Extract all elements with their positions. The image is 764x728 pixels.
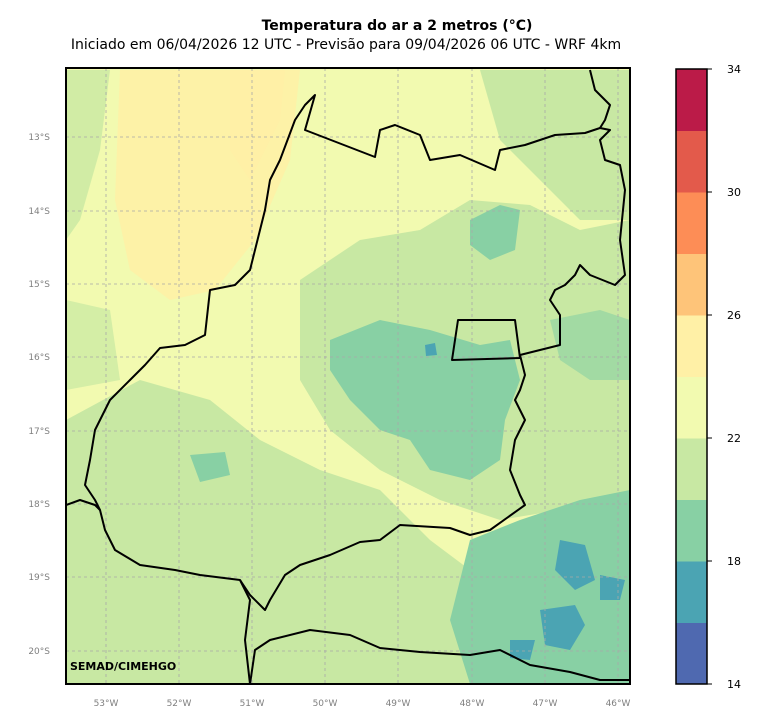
colorbar-segment (676, 499, 707, 562)
colorbar-tick-label: 30 (727, 186, 741, 199)
cold-area-5 (425, 343, 437, 356)
lat-label: 15°S (28, 280, 50, 290)
lat-label: 16°S (28, 353, 50, 363)
cold-area-4 (510, 640, 535, 660)
colorbar-tick-label: 14 (727, 678, 741, 691)
colorbar-frame (675, 68, 708, 685)
lon-label: 47°W (533, 699, 558, 709)
colorbar-segment (676, 561, 707, 623)
mid-green-north (470, 205, 520, 260)
lat-label: 19°S (28, 573, 50, 583)
colorbar-tick-label: 18 (727, 555, 741, 568)
colorbar-ticks (707, 68, 712, 685)
map-frame (65, 67, 631, 685)
map-subtitle: Iniciado em 06/04/2026 12 UTC - Previsão… (70, 37, 622, 53)
colorbar-segment (676, 69, 707, 131)
cold-area-3 (600, 575, 625, 600)
lat-label: 13°S (28, 133, 50, 143)
colorbar-segment (676, 315, 707, 377)
colorbar-segment (676, 192, 707, 254)
colorbar-tick-label: 34 (727, 63, 741, 76)
colorbar-segment (676, 130, 707, 193)
green-region-west2 (66, 300, 120, 390)
lon-label: 49°W (386, 699, 411, 709)
warm-region-north (230, 70, 285, 180)
lon-label: 50°W (313, 699, 338, 709)
green-region-west (66, 70, 110, 240)
colorbar-segment (676, 438, 707, 500)
longitude-labels: 53°W 52°W 51°W 50°W 49°W 48°W 47°W 46°W (94, 699, 631, 709)
colorbar-tick-label: 26 (727, 309, 741, 322)
cold-area-1 (540, 605, 585, 650)
colorbar-tick-label: 22 (727, 432, 741, 445)
lat-label: 18°S (28, 500, 50, 510)
temperature-field (66, 68, 630, 684)
mid-green-patch (190, 452, 230, 482)
lon-label: 46°W (606, 699, 631, 709)
green-region-ne (480, 70, 630, 220)
latitude-labels: 13°S 14°S 15°S 16°S 17°S 18°S 19°S 20°S (28, 133, 50, 657)
colorbar-segment (676, 376, 707, 439)
mid-green-se (450, 490, 630, 684)
colorbar (675, 68, 708, 685)
colorbar-segment (676, 253, 707, 316)
lon-label: 52°W (167, 699, 192, 709)
cold-area-2 (555, 540, 595, 590)
lat-label: 14°S (28, 207, 50, 217)
lat-label: 17°S (28, 427, 50, 437)
lon-label: 51°W (240, 699, 265, 709)
colorbar-labels: 14 18 22 26 30 34 (727, 63, 741, 691)
colorbar-segment (676, 622, 707, 685)
map-title: Temperatura do ar a 2 metros (°C) (261, 18, 533, 34)
state-boundaries (66, 69, 630, 684)
gridlines (66, 68, 630, 684)
lat-label: 20°S (28, 647, 50, 657)
lon-label: 48°W (460, 699, 485, 709)
mid-green-east (550, 310, 630, 380)
lon-label: 53°W (94, 699, 119, 709)
credit-label: SEMAD/CIMEHGO (70, 660, 176, 673)
